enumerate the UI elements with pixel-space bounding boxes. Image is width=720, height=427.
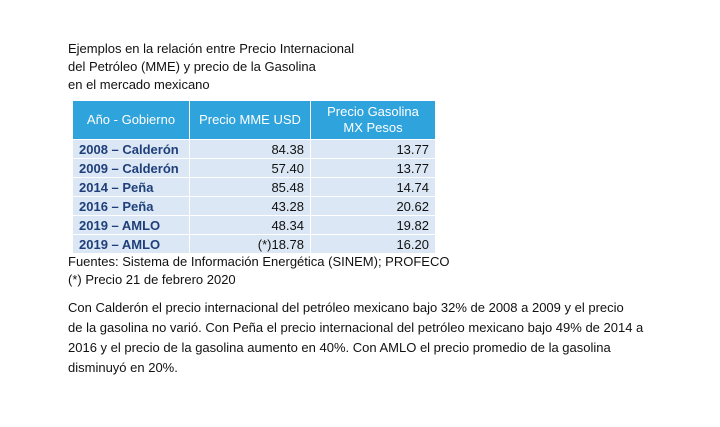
table-row: 2019 – AMLO 48.34 19.82 bbox=[72, 215, 436, 235]
header-row: Año - Gobierno Precio MME USD Precio Gasol… bbox=[72, 100, 436, 140]
table-cell: 2016 – Peña bbox=[72, 196, 190, 216]
column-header: Precio Gasolina MX Pesos bbox=[310, 100, 436, 140]
paragraph-line: de la gasolina no varió. Con Peña el pre… bbox=[68, 320, 644, 335]
table-cell: 48.34 bbox=[189, 215, 311, 235]
table-cell: 13.77 bbox=[310, 158, 436, 178]
title: Ejemplos en la relación entre Precio Int… bbox=[68, 40, 354, 94]
price-table: Año - Gobierno Precio MME USD Precio Gasol… bbox=[72, 100, 436, 254]
title-line: Ejemplos en la relación entre Precio Int… bbox=[68, 41, 355, 56]
table-row: 2008 – Calderón 84.38 13.77 bbox=[72, 139, 436, 159]
table-cell: 16.20 bbox=[310, 234, 436, 254]
column-header: Año - Gobierno bbox=[72, 100, 190, 140]
table-cell: 19.82 bbox=[310, 215, 436, 235]
table-cell: 2014 – Peña bbox=[72, 177, 190, 197]
table-body: 2008 – Calderón 84.38 13.77 2009 – Calderón… bbox=[72, 139, 436, 254]
table-cell: 57.40 bbox=[189, 158, 311, 178]
table-cell: 2008 – Calderón bbox=[72, 139, 190, 159]
sources: Fuentes: Sistema de Información Energéti… bbox=[68, 253, 449, 289]
table-cell: 2019 – AMLO bbox=[72, 215, 190, 235]
table-row: 2016 – Peña 43.28 20.62 bbox=[72, 196, 436, 216]
table-cell: 85.48 bbox=[189, 177, 311, 197]
table-cell: 2009 – Calderón bbox=[72, 158, 190, 178]
table-cell: 14.74 bbox=[310, 177, 436, 197]
table-cell: 2019 – AMLO bbox=[72, 234, 190, 254]
table-row: 2019 – AMLO (*)18.78 16.20 bbox=[72, 234, 436, 254]
source-line: (*) Precio 21 de febrero 2020 bbox=[68, 272, 236, 287]
table-cell: 20.62 bbox=[310, 196, 436, 216]
paragraph: Con Calderón el precio internacional del… bbox=[68, 298, 643, 378]
title-line: en el mercado mexicano bbox=[68, 77, 210, 92]
table-cell: 84.38 bbox=[189, 139, 311, 159]
title-line: del Petróleo (MME) y precio de la Gasoli… bbox=[68, 59, 316, 74]
paragraph-line: 2016 y el precio de la gasolina aumento … bbox=[68, 340, 611, 355]
paragraph-line: disminuyó en 20%. bbox=[68, 360, 178, 375]
column-header: Precio MME USD bbox=[189, 100, 311, 140]
table-cell: (*)18.78 bbox=[189, 234, 311, 254]
table-cell: 13.77 bbox=[310, 139, 436, 159]
table-row: 2009 – Calderón 57.40 13.77 bbox=[72, 158, 436, 178]
table-row: 2014 – Peña 85.48 14.74 bbox=[72, 177, 436, 197]
source-line: Fuentes: Sistema de Información Energéti… bbox=[68, 254, 450, 269]
paragraph-line: Con Calderón el precio internacional del… bbox=[68, 300, 624, 315]
table-cell: 43.28 bbox=[189, 196, 311, 216]
